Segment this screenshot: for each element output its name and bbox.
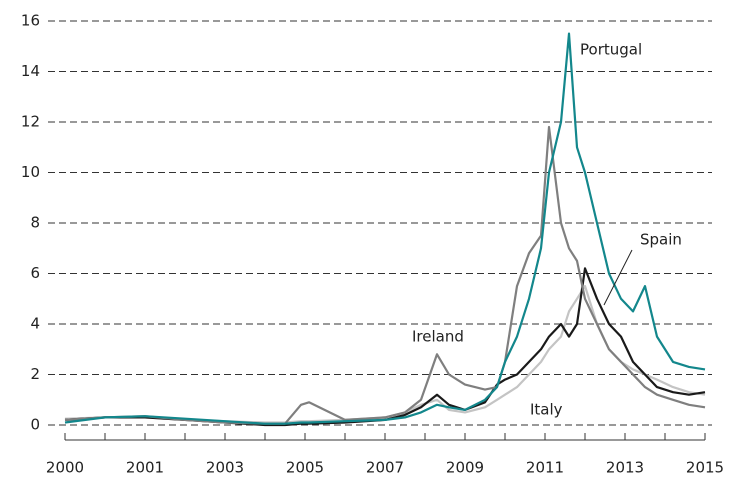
y-tick-label: 0: [30, 416, 40, 434]
series-line: [64, 32, 706, 425]
series-line: [64, 285, 706, 424]
x-tick-label: 2001: [126, 459, 164, 477]
y-tick-label: 14: [21, 62, 40, 80]
y-tick-label: 16: [21, 12, 40, 30]
x-tick-label: 2013: [606, 459, 644, 477]
x-tick-label: 2015: [686, 459, 724, 477]
x-tick-label: 2011: [526, 459, 564, 477]
y-tick-label: 2: [30, 365, 40, 383]
series-label: Portugal: [580, 41, 642, 59]
y-tick-label: 12: [21, 113, 40, 131]
y-tick-label: 10: [21, 163, 40, 181]
y-tick-label: 4: [30, 315, 40, 333]
series-label: Spain: [640, 231, 682, 249]
callout-line: [603, 249, 633, 306]
x-tick-label: 2009: [446, 459, 484, 477]
x-tick-label: 2000: [46, 459, 84, 477]
series-label: Ireland: [412, 328, 464, 346]
x-tick-label: 2007: [366, 459, 404, 477]
y-tick-label: 6: [30, 264, 40, 282]
x-tick-label: 2005: [286, 459, 324, 477]
x-tick-label: 2003: [206, 459, 244, 477]
series-line: [64, 267, 706, 427]
series-label: Italy: [530, 401, 563, 419]
y-tick-label: 8: [30, 214, 40, 232]
